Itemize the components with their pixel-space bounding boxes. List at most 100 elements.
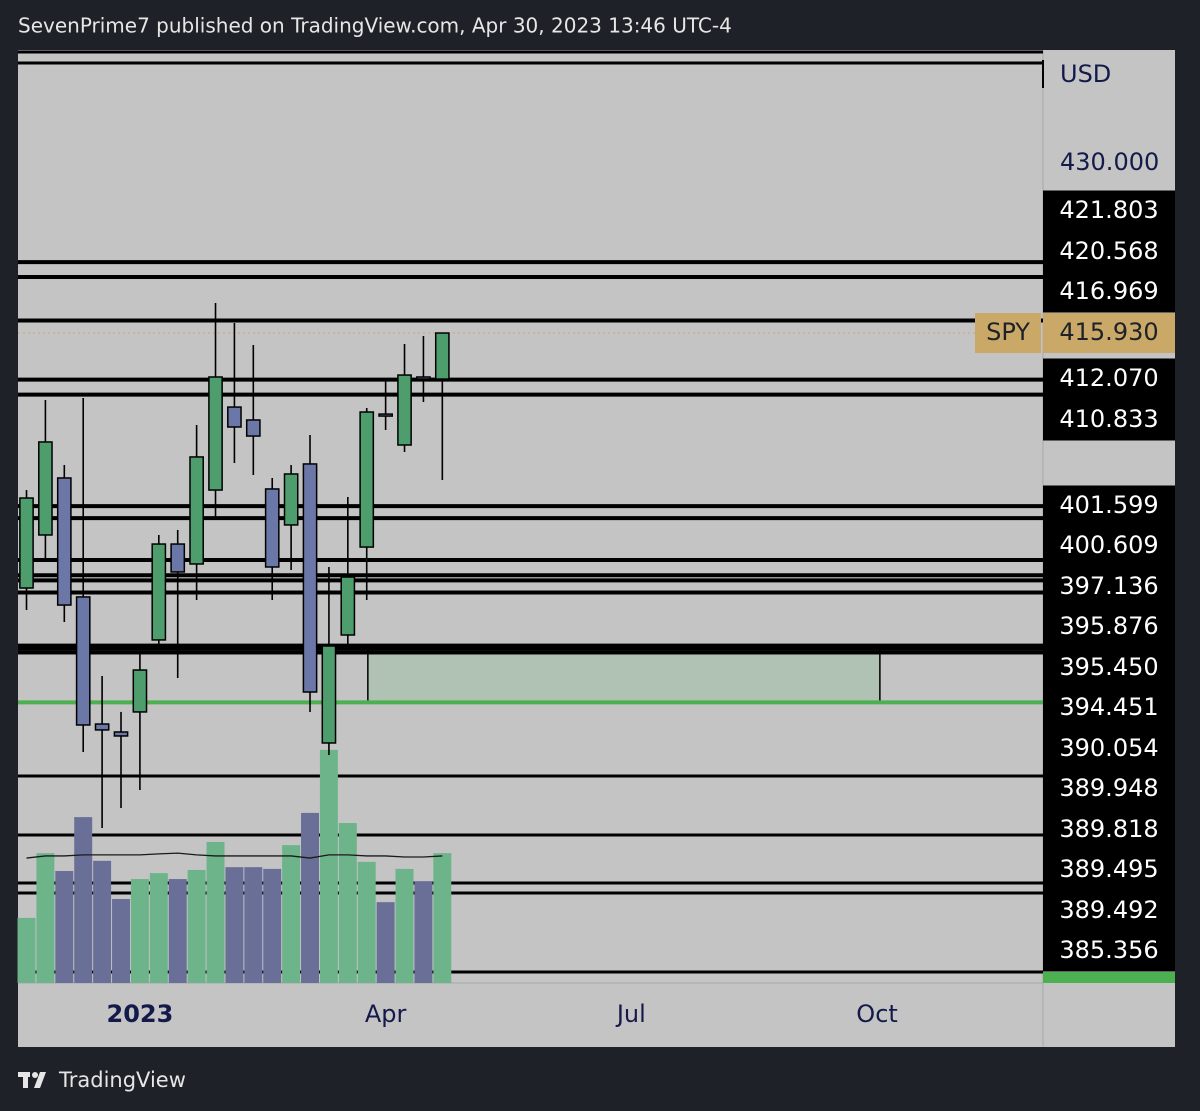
level-label: 401.599 (1059, 491, 1158, 519)
volume-bar (282, 845, 301, 983)
zone (367, 644, 881, 704)
currency: USD (1060, 60, 1111, 88)
volume-bar (168, 879, 187, 983)
symbol-box (975, 313, 1041, 354)
level-label: 420.568 (1059, 237, 1158, 265)
level-label: 421.803 (1059, 196, 1158, 224)
level-label-box (1043, 190, 1175, 232)
footer-bar (0, 1047, 1200, 1111)
x-tick-label: Apr (365, 1000, 407, 1028)
logo-part (32, 1072, 38, 1078)
volume-bar (130, 879, 149, 983)
level-label-box (1043, 809, 1175, 851)
candle-body (151, 543, 167, 641)
level-label-box (1043, 930, 1175, 972)
volume-bar (301, 812, 319, 983)
candle-body (19, 497, 34, 589)
level-label-box (1043, 687, 1175, 729)
volume-bar (55, 871, 74, 983)
candle-body (302, 463, 318, 693)
volume-bar (263, 868, 282, 983)
level-label: 389.948 (1059, 774, 1158, 802)
volume-bar (206, 841, 225, 983)
logo-part (34, 1072, 46, 1088)
candle-body (189, 456, 204, 565)
level-label-box (1043, 728, 1175, 770)
level-label: 389.818 (1059, 815, 1158, 843)
level-label-box (1043, 525, 1175, 567)
header: SevenPrime7 published on TradingView.com… (18, 14, 732, 38)
candle-body (264, 488, 280, 568)
x-tick-label: Oct (856, 1000, 898, 1028)
candle-body (75, 596, 91, 726)
candle-body (56, 477, 72, 606)
volume-bar (36, 853, 55, 983)
footer-brand: TradingView (58, 1068, 186, 1092)
volume-bar (357, 861, 376, 983)
candle-body (359, 411, 375, 548)
level-label: 385.356 (1059, 936, 1158, 964)
logo (18, 1072, 46, 1088)
volume-bar (395, 868, 414, 983)
level-label-box (1043, 485, 1175, 527)
candle-body (94, 723, 110, 731)
last-price-box (1043, 313, 1175, 354)
level-label-box (1043, 358, 1175, 400)
volume-bar (414, 881, 433, 983)
level-label: 412.070 (1059, 364, 1158, 392)
symbol-label: SPY (986, 318, 1030, 346)
level-label: 416.969 (1059, 277, 1158, 305)
volume-ma (26, 852, 443, 859)
volume-bar (187, 869, 206, 983)
candle-body (283, 473, 299, 526)
candle-body (340, 576, 356, 636)
volume-bar (225, 867, 244, 983)
volume-bar (433, 853, 452, 983)
volume-bar (376, 902, 395, 983)
level-label-box (1043, 566, 1175, 608)
corner (1043, 983, 1175, 1047)
level-label: 410.833 (1059, 405, 1158, 433)
x-tick-label: 2023 (107, 1000, 174, 1028)
level-label: 390.054 (1059, 734, 1158, 762)
level-label: 395.876 (1059, 612, 1158, 640)
candle-body (170, 543, 186, 573)
candle-body (416, 376, 431, 380)
level-label: 389.492 (1059, 896, 1158, 924)
level-label: 389.495 (1059, 855, 1158, 883)
logo-part (23, 1072, 28, 1088)
y-tick-label: 430.000 (1060, 148, 1159, 176)
candle-body (227, 406, 242, 428)
hidden-label (1043, 972, 1175, 983)
level-label: 400.609 (1059, 531, 1158, 559)
level-label-box (1043, 606, 1175, 648)
candle-body (113, 731, 129, 737)
volume-bar (17, 917, 36, 983)
candle-body (132, 669, 148, 713)
last-price-label: 415.930 (1059, 318, 1158, 346)
level-label-box (1043, 768, 1175, 810)
candle-body (434, 332, 450, 380)
candle-body (245, 419, 261, 437)
level-label-box (1043, 647, 1175, 689)
level-label: 395.450 (1059, 653, 1158, 681)
level-label: 394.451 (1059, 693, 1158, 721)
volume-bar (338, 823, 357, 983)
candle-body (378, 413, 393, 417)
level-label-box (1043, 890, 1175, 932)
level-label-box (1043, 271, 1175, 313)
volume-bar (149, 873, 168, 983)
volume-bar (112, 899, 130, 983)
candle-body (397, 374, 412, 446)
volume-bar (244, 867, 263, 983)
volume-bar (319, 749, 338, 983)
level-label-box (1043, 231, 1175, 273)
plot (17, 50, 1043, 983)
candle-body (208, 376, 223, 491)
level-label: 397.136 (1059, 572, 1158, 600)
candle-body (38, 441, 53, 536)
level-label-box (1043, 849, 1175, 891)
x-tick-label: Jul (615, 1000, 646, 1028)
volume-bar (74, 817, 93, 983)
